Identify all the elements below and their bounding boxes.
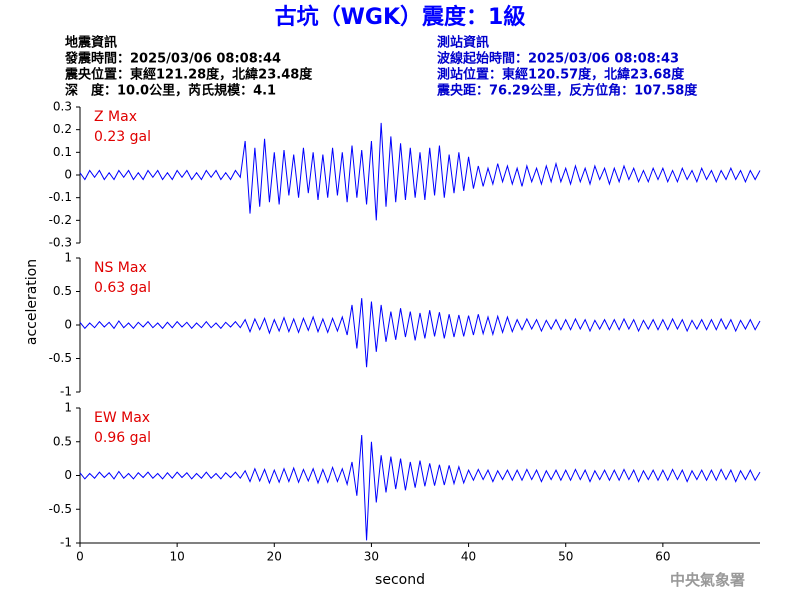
y-tick-label: -1 bbox=[60, 536, 72, 550]
y-tick-label: -1 bbox=[60, 385, 72, 399]
max-annotation: Z Max bbox=[94, 109, 137, 125]
title: 古坑（WGK）震度：1級 bbox=[275, 4, 526, 30]
y-tick-label: 0.3 bbox=[53, 100, 72, 114]
x-tick-label: 50 bbox=[558, 550, 573, 564]
waveform bbox=[79, 298, 761, 368]
waveform bbox=[79, 434, 761, 541]
x-axis-label: second bbox=[375, 572, 425, 588]
y-tick-label: 0.2 bbox=[53, 122, 72, 136]
max-annotation: 0.23 gal bbox=[94, 129, 151, 145]
info-line: 測站位置：東經120.57度，北緯23.68度 bbox=[437, 67, 685, 83]
info-line: 震央距：76.29公里，反方位角：107.58度 bbox=[436, 83, 698, 99]
y-tick-label: 0.5 bbox=[53, 284, 72, 298]
x-tick-label: 20 bbox=[267, 550, 282, 564]
y-tick-label: -0.2 bbox=[49, 213, 72, 227]
info-line: 地震資訊 bbox=[65, 35, 117, 51]
y-tick-label: 1 bbox=[64, 251, 72, 265]
info-line: 波線起始時間：2025/03/06 08:08:43 bbox=[437, 51, 679, 67]
max-annotation: EW Max bbox=[94, 410, 150, 426]
info-line: 測站資訊 bbox=[437, 35, 489, 51]
x-tick-label: 30 bbox=[364, 550, 379, 564]
y-tick-label: -0.3 bbox=[49, 236, 72, 250]
info-line: 發震時間：2025/03/06 08:08:44 bbox=[64, 51, 281, 67]
x-tick-label: 0 bbox=[76, 550, 84, 564]
y-tick-label: 0 bbox=[64, 168, 72, 182]
max-annotation: NS Max bbox=[94, 260, 147, 276]
x-tick-label: 40 bbox=[461, 550, 476, 564]
y-tick-label: 1 bbox=[64, 401, 72, 415]
x-tick-label: 10 bbox=[170, 550, 185, 564]
max-annotation: 0.63 gal bbox=[94, 280, 151, 296]
max-annotation: 0.96 gal bbox=[94, 430, 151, 446]
y-tick-label: 0.5 bbox=[53, 434, 72, 448]
waveform bbox=[79, 122, 761, 221]
info-line: 深 度：10.0公里，芮氏規模：4.1 bbox=[65, 83, 276, 99]
y-tick-label: -0.1 bbox=[49, 190, 72, 204]
footer: 中央氣象署 bbox=[670, 571, 745, 589]
info-line: 震央位置：東經121.28度，北緯23.48度 bbox=[64, 67, 313, 83]
y-tick-label: -0.5 bbox=[49, 351, 72, 365]
x-tick-label: 60 bbox=[655, 550, 670, 564]
y-tick-label: 0 bbox=[64, 468, 72, 482]
y-axis-label: acceleration bbox=[24, 259, 40, 345]
y-tick-label: 0 bbox=[64, 318, 72, 332]
y-tick-label: -0.5 bbox=[49, 502, 72, 516]
y-tick-label: 0.1 bbox=[53, 145, 72, 159]
